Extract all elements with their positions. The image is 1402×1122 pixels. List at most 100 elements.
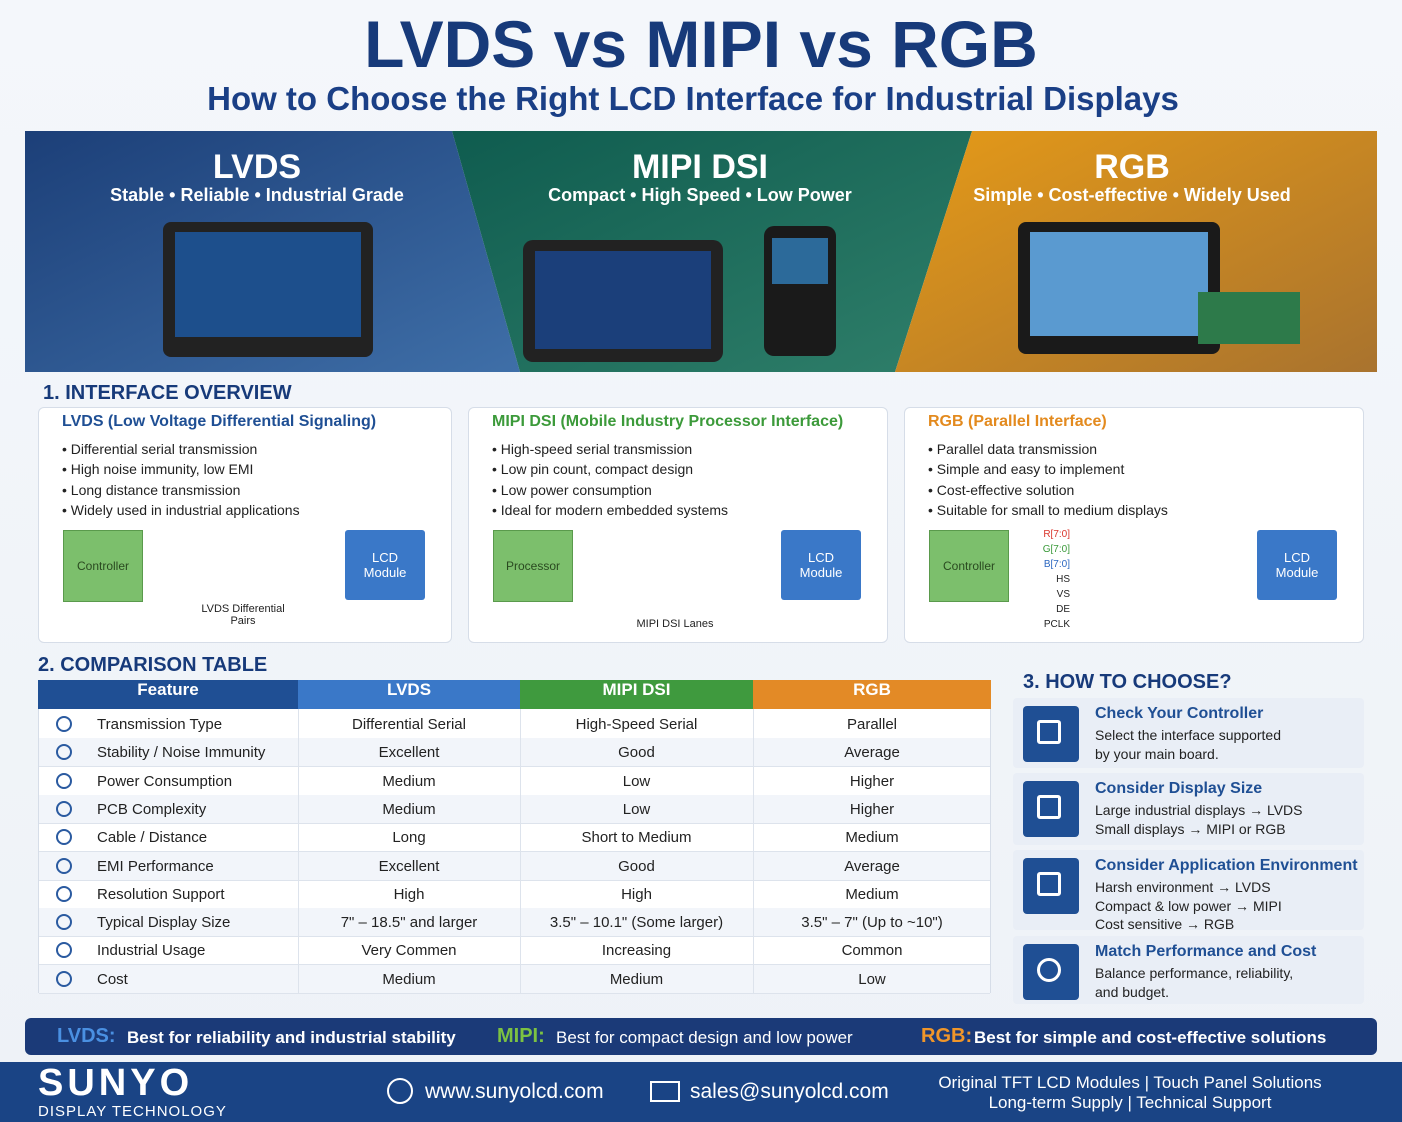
footer-tagline: Long-term Supply | Technical Support bbox=[988, 1093, 1272, 1112]
target-box: LCD Module bbox=[781, 530, 861, 600]
bullet: • Long distance transmission bbox=[62, 481, 241, 498]
device-screen bbox=[772, 238, 828, 284]
bullet-text: High noise immunity, low EMI bbox=[70, 461, 254, 478]
choose-line: Select the interface supported bbox=[1095, 727, 1282, 743]
column-header: Feature bbox=[38, 680, 298, 709]
column-header: RGB bbox=[753, 680, 991, 709]
card-title: RGB (Parallel Interface) bbox=[928, 413, 1107, 430]
row-icon bbox=[56, 885, 72, 902]
bullet: • Low pin count, compact design bbox=[492, 461, 694, 478]
row-band bbox=[39, 851, 990, 880]
table-cell: Very Commen bbox=[361, 942, 457, 960]
table-cell: Good bbox=[618, 744, 655, 762]
table-cell: Resolution Support bbox=[97, 885, 225, 903]
table-cell: Industrial Usage bbox=[97, 942, 206, 960]
signal-label: HS bbox=[1056, 574, 1070, 585]
signal-label: R[7:0] bbox=[1043, 529, 1070, 540]
row-divider bbox=[39, 879, 990, 881]
bullet-text: Suitable for small to medium displays bbox=[936, 502, 1168, 519]
row-band bbox=[39, 908, 990, 937]
choose-line: and budget. bbox=[1095, 983, 1169, 1000]
table-cell: High bbox=[393, 885, 425, 903]
brand: SUNYO bbox=[38, 1062, 194, 1104]
email: sales@sunyolcd.com bbox=[690, 1080, 889, 1103]
banner-title: RGB bbox=[1094, 148, 1170, 186]
website: www.sunyolcd.com bbox=[425, 1080, 604, 1103]
target-box: LCD Module bbox=[1257, 530, 1337, 600]
subtitle: How to Choose the Right LCD Interface fo… bbox=[207, 80, 1179, 117]
choose-title: Match Performance and Cost bbox=[1095, 943, 1317, 960]
table-cell: Low bbox=[858, 970, 886, 988]
banner-title: LVDS bbox=[212, 148, 302, 186]
diagram-caption: MIPI DSI Lanes bbox=[636, 618, 714, 630]
row-band bbox=[39, 964, 990, 993]
brand-sub: DISPLAY TECHNOLOGY bbox=[38, 1103, 227, 1120]
bullet-text: Long distance transmission bbox=[70, 481, 241, 498]
device-screen bbox=[535, 251, 711, 349]
bullet: • Suitable for small to medium displays bbox=[928, 502, 1168, 519]
table-cell: Average bbox=[844, 744, 900, 762]
table-cell: Power Consumption bbox=[97, 772, 233, 790]
section-heading: 1. INTERFACE OVERVIEW bbox=[43, 382, 292, 404]
signal-label: DE bbox=[1056, 604, 1070, 615]
table-cell: Short to Medium bbox=[581, 829, 692, 847]
table-cell: High-Speed Serial bbox=[575, 716, 698, 733]
table-cell: Typical Display Size bbox=[97, 914, 231, 932]
table-cell: Higher bbox=[849, 772, 895, 790]
choose-icon-glyph bbox=[1037, 872, 1061, 896]
pcb-board bbox=[1198, 292, 1300, 344]
source-box: Processor bbox=[493, 530, 573, 602]
bullet-text: Differential serial transmission bbox=[70, 441, 258, 457]
table-cell: Excellent bbox=[378, 857, 440, 875]
section-heading: 2. COMPARISON TABLE bbox=[38, 654, 268, 676]
summary-text: Best for reliability and industrial stab… bbox=[127, 1028, 456, 1047]
table-cell: Good bbox=[618, 857, 655, 875]
table-cell: Stability / Noise Immunity bbox=[97, 744, 266, 762]
table-cell: Common bbox=[841, 942, 903, 960]
bullet: • Simple and easy to implement bbox=[928, 461, 1125, 478]
row-icon bbox=[56, 772, 72, 789]
column-divider bbox=[298, 709, 299, 993]
globe-icon bbox=[387, 1078, 413, 1104]
row-icon bbox=[56, 829, 72, 846]
table-cell: Medium bbox=[382, 772, 436, 790]
mail-icon bbox=[650, 1081, 680, 1102]
table-cell: 7" – 18.5" and larger bbox=[340, 914, 478, 932]
summary-label: LVDS: bbox=[57, 1025, 116, 1047]
choose-title: Check Your Controller bbox=[1095, 705, 1264, 722]
table-cell: Differential Serial bbox=[352, 716, 466, 733]
card-title: LVDS (Low Voltage Differential Signaling… bbox=[62, 413, 377, 430]
summary-text: Best for simple and cost-effective solut… bbox=[974, 1028, 1327, 1047]
column-divider bbox=[520, 709, 521, 993]
row-icon bbox=[56, 800, 72, 817]
choose-icon bbox=[1023, 858, 1079, 914]
source-box: Controller bbox=[929, 530, 1009, 602]
summary-label: MIPI: bbox=[497, 1025, 545, 1047]
table-cell: Parallel bbox=[846, 716, 898, 733]
table-cell: Excellent bbox=[378, 744, 440, 762]
card-title: MIPI DSI (Mobile Industry Processor Inte… bbox=[492, 413, 844, 430]
bullet: • Parallel data transmission bbox=[928, 441, 1098, 457]
table-cell: Average bbox=[844, 857, 900, 875]
diagram-caption: LVDS Differential Pairs bbox=[201, 603, 285, 627]
choose-line: Balance performance, reliability, bbox=[1095, 965, 1294, 981]
choose-icon-glyph bbox=[1037, 958, 1061, 982]
choose-icon bbox=[1023, 706, 1079, 762]
table-cell: Cost bbox=[97, 970, 128, 988]
footer-bar bbox=[0, 1062, 1402, 1122]
choose-line: Cost sensitive → RGB bbox=[1095, 916, 1235, 932]
table-cell: Medium bbox=[845, 885, 899, 903]
column-divider bbox=[753, 709, 754, 993]
bullet: • High-speed serial transmission bbox=[492, 441, 693, 457]
bullet: • Cost-effective solution bbox=[928, 481, 1075, 498]
row-band bbox=[39, 794, 990, 823]
choose-line: Harsh environment → LVDS bbox=[1095, 879, 1271, 895]
choose-line: Large industrial displays → LVDS bbox=[1095, 802, 1303, 818]
row-icon bbox=[56, 942, 72, 959]
column-header: LVDS bbox=[298, 680, 520, 709]
bullet: • Differential serial transmission bbox=[62, 441, 258, 457]
table-cell: Low bbox=[622, 772, 651, 790]
choose-line: Compact & low power → MIPI bbox=[1095, 897, 1282, 914]
banner-title: MIPI DSI bbox=[631, 148, 769, 186]
row-icon bbox=[56, 716, 72, 732]
